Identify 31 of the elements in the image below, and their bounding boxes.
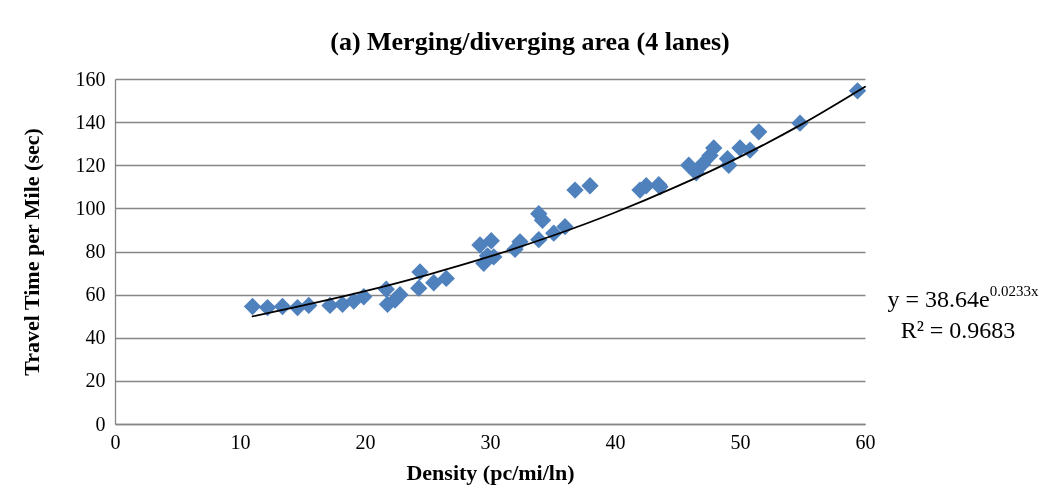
point <box>482 232 500 250</box>
x-tick-label: 0 <box>110 430 121 453</box>
text: R² = 0.9683 <box>900 317 1016 343</box>
point <box>750 123 768 141</box>
point <box>693 155 712 173</box>
point <box>425 274 443 292</box>
point <box>355 288 373 306</box>
point <box>391 285 409 304</box>
y-tick-label: 100 <box>75 196 106 219</box>
y-tick-label: 140 <box>75 110 106 133</box>
point <box>566 181 584 199</box>
x-tick-label: 60 <box>855 430 876 453</box>
point <box>581 177 599 195</box>
x-tick-label: 10 <box>230 430 251 453</box>
y-tick-label: 0 <box>95 412 106 435</box>
point <box>437 269 455 288</box>
y-tick-label: 60 <box>85 283 106 306</box>
chart-title: (a) Merging/diverging area (4 lanes) <box>330 27 730 56</box>
y-tick-label: 80 <box>85 240 106 262</box>
x-tick-label: 20 <box>355 430 376 453</box>
y-axis-title: Travel Time per Mile (sec) <box>18 128 44 376</box>
y-tick-label: 160 <box>75 67 106 90</box>
point <box>243 297 262 316</box>
y-tick-label: 20 <box>85 369 106 392</box>
x-tick-label: 40 <box>605 430 626 453</box>
x-tick-label: 30 <box>480 430 501 453</box>
y-tick-label: 40 <box>85 326 106 349</box>
x-axis-title: Density (pc/mi/ln) <box>406 459 575 485</box>
x-tick-label: 50 <box>730 430 751 453</box>
point <box>410 279 428 297</box>
y-tick-label: 120 <box>75 153 106 176</box>
